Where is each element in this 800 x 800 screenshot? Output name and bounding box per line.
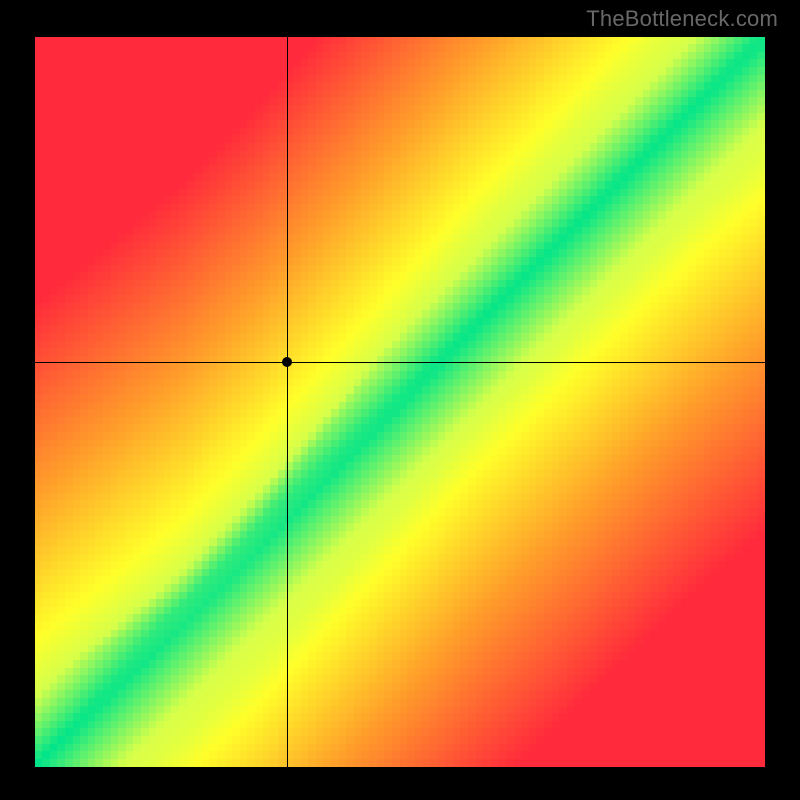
crosshair-horizontal xyxy=(35,362,765,363)
marker-dot xyxy=(282,357,292,367)
crosshair-vertical xyxy=(287,37,288,767)
watermark-text: TheBottleneck.com xyxy=(586,6,778,32)
bottleneck-heatmap xyxy=(35,37,765,767)
heatmap-canvas xyxy=(35,37,765,767)
